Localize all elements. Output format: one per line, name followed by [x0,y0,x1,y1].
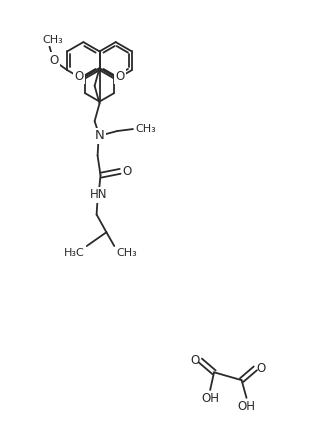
Text: CH₃: CH₃ [135,124,156,134]
Text: N: N [95,129,104,143]
Text: HN: HN [90,188,107,201]
Text: H₃C: H₃C [64,248,85,258]
Text: CH₃: CH₃ [42,34,63,44]
Text: CH₃: CH₃ [116,248,137,258]
Text: O: O [122,165,131,178]
Text: O: O [75,70,84,83]
Text: O: O [50,54,59,67]
Text: O: O [256,362,266,375]
Text: O: O [115,70,124,83]
Text: O: O [190,354,199,367]
Text: OH: OH [238,400,255,413]
Text: OH: OH [201,392,219,405]
